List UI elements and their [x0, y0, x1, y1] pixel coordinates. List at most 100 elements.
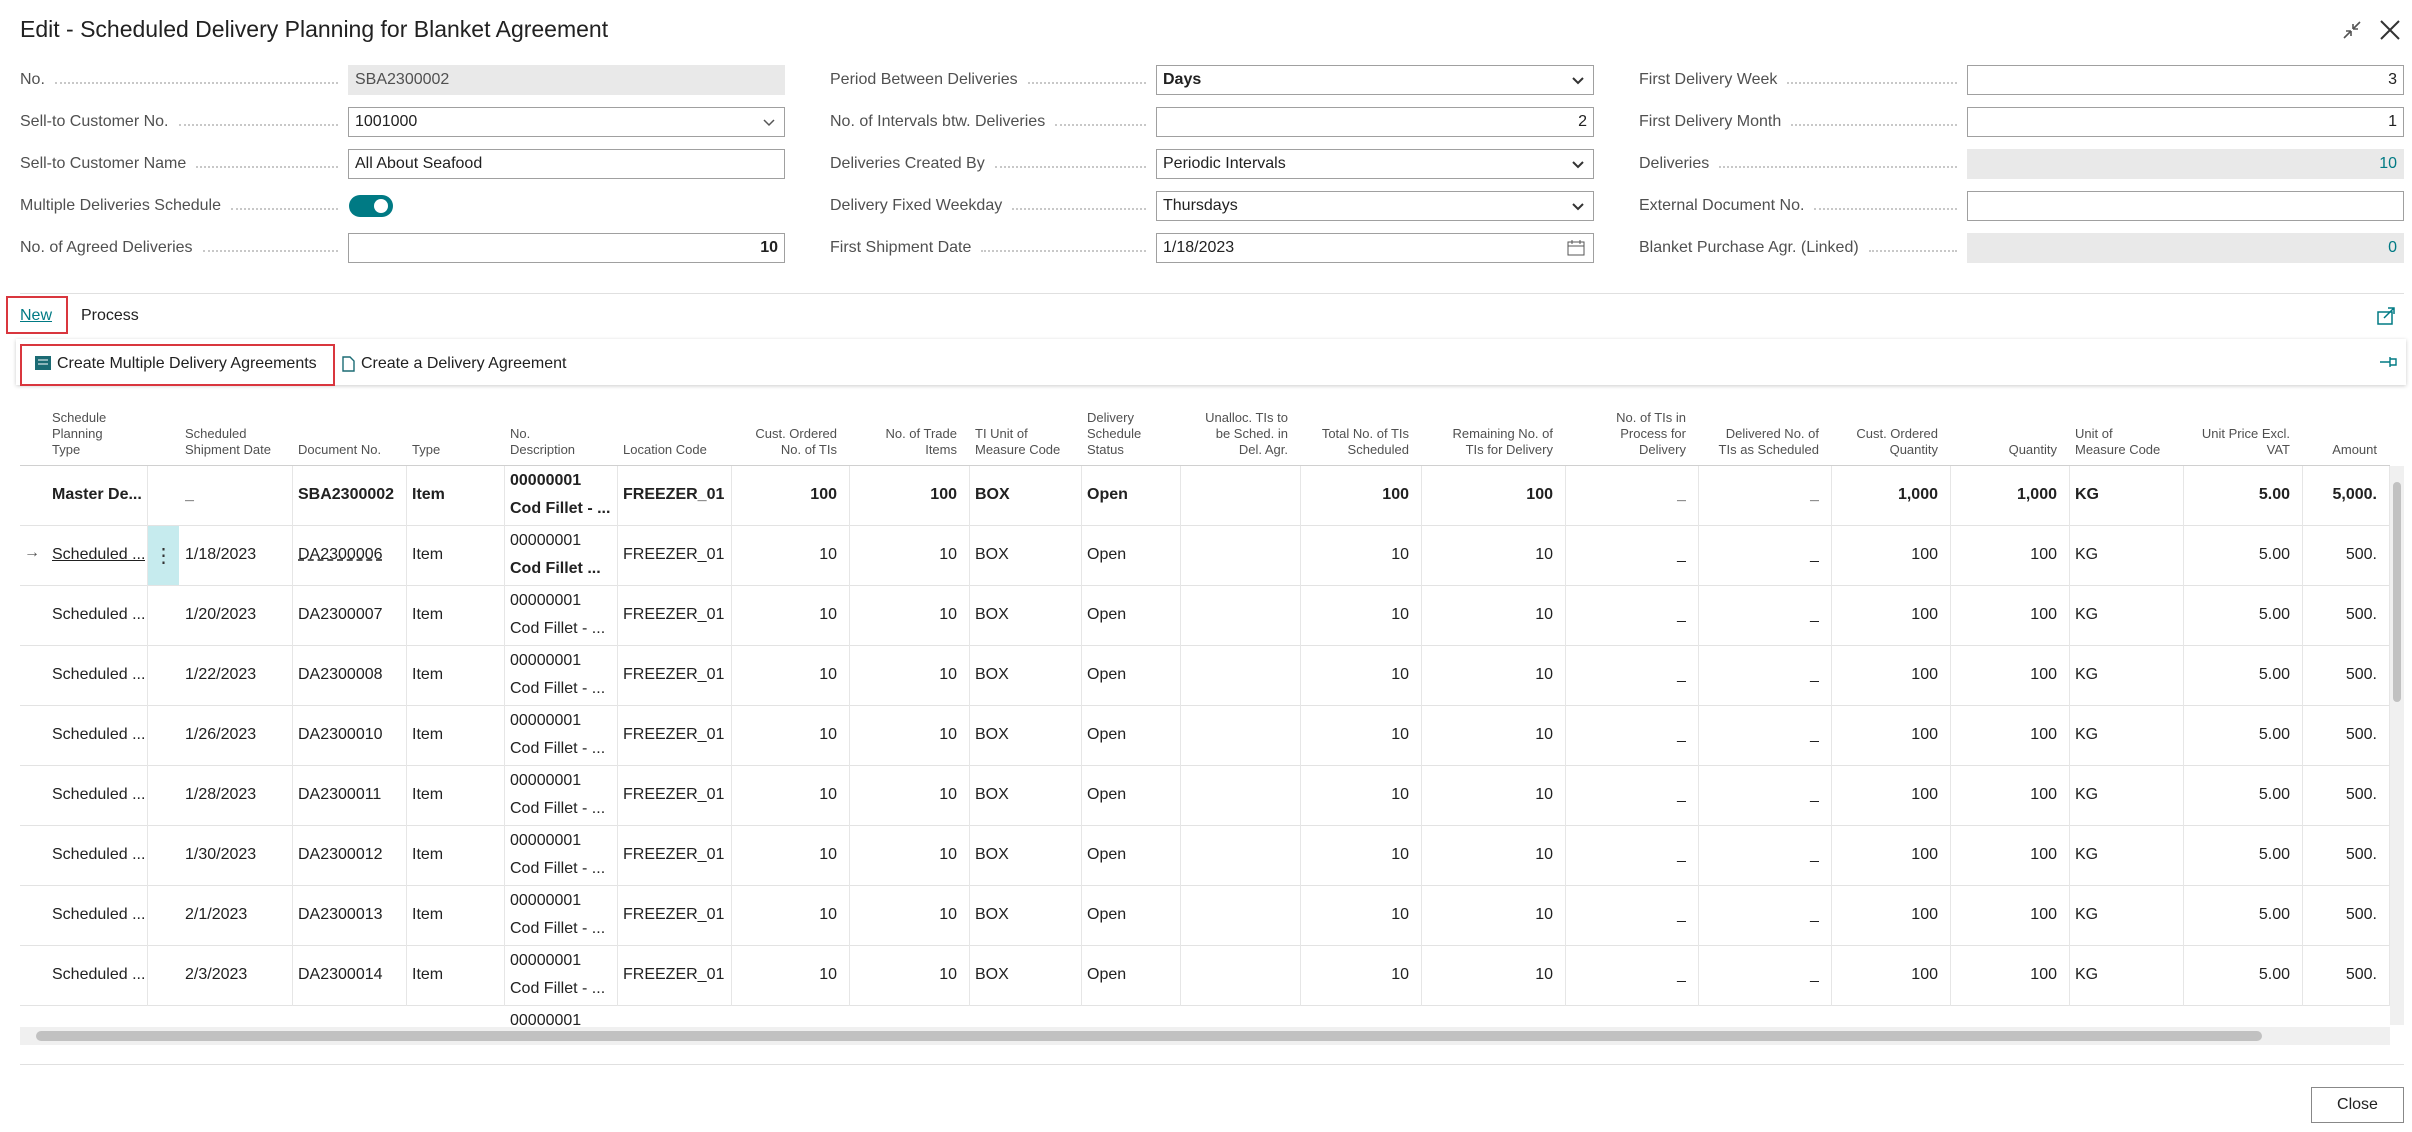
- field-value: Thursdays: [1163, 197, 1238, 214]
- column-header: Type: [412, 442, 441, 457]
- field-input[interactable]: 2: [1156, 107, 1594, 137]
- grid-cell: 10: [939, 906, 957, 923]
- grid-cell: _: [1810, 666, 1819, 683]
- grid-cell: 100: [810, 486, 837, 503]
- v-scrollbar[interactable]: [2393, 482, 2401, 702]
- field-label: Period Between Deliveries: [830, 71, 1018, 88]
- grid-cell: 1/30/2023: [185, 846, 257, 863]
- tab[interactable]: Process: [81, 307, 139, 324]
- grid-cell: Open: [1087, 846, 1127, 863]
- column-header: Scheduled Shipment Date: [185, 426, 271, 457]
- grid-cell: 10: [1535, 906, 1553, 923]
- grid-cell: 00000001: [510, 832, 582, 849]
- field-input[interactable]: 1/18/2023: [1156, 233, 1594, 263]
- field-label: Blanket Purchase Agr. (Linked): [1639, 239, 1859, 256]
- tab[interactable]: New: [20, 307, 53, 324]
- grid-cell: 10: [819, 846, 837, 863]
- grid-cell: 10: [1535, 786, 1553, 803]
- grid-cell: _: [1810, 846, 1819, 863]
- grid-cell: Cod Fillet - ...: [510, 860, 606, 877]
- grid-cell: 100: [2030, 546, 2057, 563]
- field-value: 1/18/2023: [1163, 239, 1235, 256]
- grid-cell: 10: [819, 906, 837, 923]
- grid-cell: Item: [412, 546, 444, 563]
- field-input[interactable]: Thursdays: [1156, 191, 1594, 221]
- grid-cell: FREEZER_01: [623, 906, 725, 923]
- grid-cell: Scheduled ...: [52, 606, 145, 623]
- close-icon[interactable]: [2378, 18, 2402, 42]
- grid-cell: _: [1810, 606, 1819, 623]
- header-border: [20, 465, 2390, 466]
- grid-cell: 10: [1535, 966, 1553, 983]
- field: Deliveries 10: [1639, 149, 2404, 179]
- field-label: No.: [20, 71, 45, 88]
- grid-cell: 1/26/2023: [185, 726, 257, 743]
- grid-cell: 500.: [2345, 546, 2377, 563]
- grid-cell: KG: [2075, 786, 2099, 803]
- field-label: Deliveries Created By: [830, 155, 985, 172]
- column-header: Delivered No. of TIs as Scheduled: [1718, 426, 1819, 457]
- field-input[interactable]: [1967, 191, 2404, 221]
- action-button[interactable]: Create a Delivery Agreement: [361, 355, 567, 372]
- field-input[interactable]: Periodic Intervals: [1156, 149, 1594, 179]
- grid-cell: BOX: [975, 906, 1009, 923]
- grid-cell: 1/28/2023: [185, 786, 257, 803]
- share-icon[interactable]: [2376, 306, 2398, 326]
- grid-cell: 10: [819, 606, 837, 623]
- row-indicator: →: [24, 544, 40, 561]
- field-label: Delivery Fixed Weekday: [830, 197, 1003, 214]
- grid-cell: Cod Fillet - ...: [510, 500, 611, 517]
- grid-cell: 100: [930, 486, 957, 503]
- field: First Delivery Month 1: [1639, 107, 2404, 137]
- field-label: No. of Intervals btw. Deliveries: [830, 113, 1046, 130]
- grid-cell: 5.00: [2258, 546, 2290, 563]
- field-input: SBA2300002: [348, 65, 785, 95]
- h-scrollbar[interactable]: [36, 1031, 2262, 1041]
- grid-cell: 1/18/2023: [185, 546, 257, 563]
- grid-cell: _: [1810, 786, 1819, 803]
- grid-cell: 10: [1391, 606, 1409, 623]
- row-menu[interactable]: ⋮: [148, 526, 179, 585]
- grid-cell: 100: [2030, 786, 2057, 803]
- grid-cell: 1/22/2023: [185, 666, 257, 683]
- grid-cell: 10: [819, 966, 837, 983]
- grid-cell: 10: [819, 666, 837, 683]
- column-header: TI Unit of Measure Code: [975, 426, 1061, 457]
- grid-cell: DA2300011: [298, 786, 382, 803]
- grid-cell: 00000001: [510, 772, 582, 789]
- grid-cell: KG: [2075, 846, 2099, 863]
- field-input[interactable]: 1: [1967, 107, 2404, 137]
- pin-icon[interactable]: [2378, 354, 2398, 370]
- grid-cell: FREEZER_01: [623, 726, 725, 743]
- field-input[interactable]: 3: [1967, 65, 2404, 95]
- column-header: Amount: [2332, 442, 2377, 457]
- field-input[interactable]: 10: [348, 233, 785, 263]
- field-value: 10: [760, 239, 778, 256]
- field-label: First Delivery Week: [1639, 71, 1778, 88]
- field-input[interactable]: Days: [1156, 65, 1594, 95]
- close-button[interactable]: Close: [2311, 1087, 2404, 1123]
- column-header: Remaining No. of TIs for Delivery: [1452, 426, 1553, 457]
- grid-cell: _: [1677, 966, 1686, 983]
- collapse-icon[interactable]: [2340, 18, 2364, 42]
- toggle[interactable]: [348, 194, 394, 218]
- grid-cell: 00000001: [510, 1012, 582, 1025]
- column-header: No. Description: [510, 426, 576, 457]
- field-input: 10: [1967, 149, 2404, 179]
- action-button[interactable]: Create Multiple Delivery Agreements: [57, 355, 317, 372]
- field-value: 0: [2388, 239, 2397, 256]
- grid-cell: Cod Fillet - ...: [510, 980, 606, 997]
- grid-cell: 10: [939, 546, 957, 563]
- grid-cell: 00000001: [510, 592, 582, 609]
- grid-cell: 100: [2030, 906, 2057, 923]
- grid-cell: _: [1677, 546, 1686, 563]
- field-value: All About Seafood: [355, 155, 483, 172]
- grid-cell: Cod Fillet - ...: [510, 620, 606, 637]
- field: Delivery Fixed Weekday Thursdays: [830, 191, 1594, 221]
- field-label: Sell-to Customer No.: [20, 113, 169, 130]
- grid-cell: 100: [1911, 546, 1938, 563]
- grid-cell: Scheduled ...: [52, 546, 145, 563]
- field-input[interactable]: All About Seafood: [348, 149, 785, 179]
- field-input[interactable]: 1001000: [348, 107, 785, 137]
